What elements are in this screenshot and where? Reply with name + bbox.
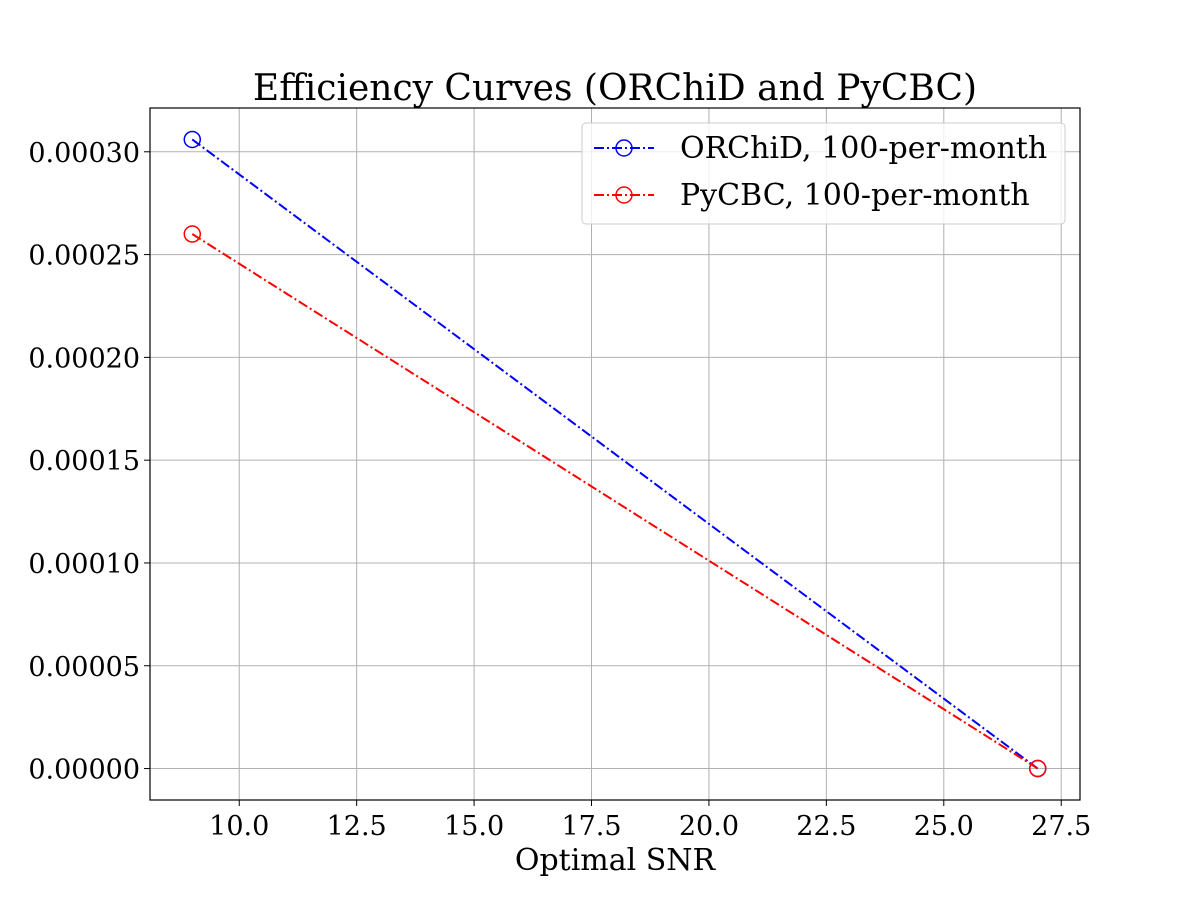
legend-label: ORChiD, 100-per-month [680,131,1047,166]
data-point-marker [183,225,202,243]
x-tick-label: 25.0 [914,811,974,842]
x-tick-label: 10.0 [209,811,269,842]
x-tick-label: 15.0 [444,811,504,842]
y-tick-label: 0.00015 [28,446,140,477]
x-tick-label: 20.0 [679,811,739,842]
chart-title: Efficiency Curves (ORChiD and PyCBC) [253,68,977,109]
axis-ticks: 10.0 12.5 15.0 17.5 20.0 22.5 25.0 27.5 0.00000 0… [28,138,1091,842]
plot-series [183,130,1047,778]
x-tick-label: 12.5 [327,811,387,842]
y-tick-label: 0.00020 [28,343,140,374]
y-tick-label: 0.00005 [28,652,140,683]
y-tick-label: 0.00000 [28,755,140,786]
y-tick-label: 0.00030 [28,138,140,169]
x-axis-label: Optimal SNR [515,843,717,878]
legend: ORChiD, 100-per-month PyCBC, 100-per-mont… [581,122,1066,225]
data-point-marker [183,130,202,149]
legend-marker [615,186,633,204]
legend-box [581,122,1066,225]
y-tick-label: 0.00025 [28,241,140,272]
axes-frame [149,107,1081,801]
legend-label: PyCBC, 100-per-month [680,178,1030,213]
x-tick-label: 27.5 [1031,811,1091,842]
legend-marker [615,139,633,157]
series-line-0 [191,138,1039,770]
y-tick-label: 0.00010 [28,549,140,580]
data-point-marker [1028,759,1047,778]
x-tick-label: 22.5 [796,811,856,842]
series-line-1 [191,233,1039,770]
x-tick-label: 17.5 [561,811,621,842]
